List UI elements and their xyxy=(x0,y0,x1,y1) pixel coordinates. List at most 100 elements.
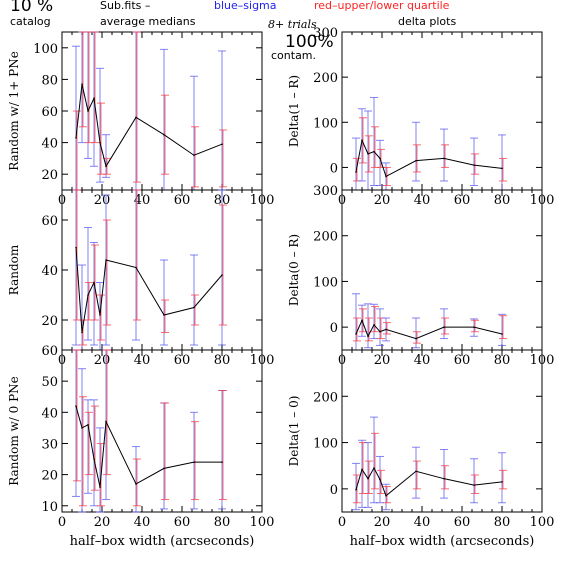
y-tick-label: 100 xyxy=(313,116,338,131)
median-point xyxy=(473,164,475,166)
y-tick-label: 0 xyxy=(330,161,338,176)
header-percent-right: 100% xyxy=(285,32,334,52)
median-point xyxy=(443,477,445,480)
y-tick-label: 40 xyxy=(41,264,58,279)
y-tick-label: 300 xyxy=(313,26,338,41)
y-axis-label: Delta(1 – 0) xyxy=(287,396,301,467)
median-point xyxy=(99,314,101,316)
median-point xyxy=(135,483,137,485)
x-tick-label: 40 xyxy=(414,353,431,368)
median-point xyxy=(87,110,89,112)
x-tick-label: 100 xyxy=(250,515,275,530)
y-tick-label: 20 xyxy=(41,314,58,329)
median-point xyxy=(415,337,417,340)
median-point xyxy=(75,246,77,249)
y-tick-label: 80 xyxy=(41,73,58,88)
median-point xyxy=(87,423,89,426)
x-tick-label: 0 xyxy=(338,515,346,530)
median-point xyxy=(81,83,83,85)
y-tick-label: 60 xyxy=(41,344,58,359)
header-trials: 8+ trials xyxy=(268,18,317,31)
median-line xyxy=(355,466,503,497)
median-point xyxy=(473,326,475,328)
y-tick-label: 100 xyxy=(33,42,58,57)
header-red-quartile: red–upper/lower quartile xyxy=(314,0,450,12)
y-tick-label: 10 xyxy=(41,500,58,515)
median-point xyxy=(415,159,417,162)
median-point xyxy=(443,157,445,160)
median-point xyxy=(361,468,363,471)
y-tick-label: 0 xyxy=(330,483,338,498)
x-tick-label: 80 xyxy=(214,353,231,368)
x-tick-label: 80 xyxy=(214,515,231,530)
x-tick-label: 60 xyxy=(454,515,471,530)
x-tick-label: 60 xyxy=(454,193,471,208)
y-tick-label: 200 xyxy=(313,230,338,245)
median-point xyxy=(81,331,83,334)
median-point xyxy=(355,488,357,491)
median-point xyxy=(193,306,195,309)
x-tick-label: 20 xyxy=(94,515,111,530)
median-point xyxy=(105,259,107,261)
header-subfits: Sub.fits – xyxy=(100,0,151,12)
y-tick-label: 100 xyxy=(313,275,338,290)
y-tick-label: 60 xyxy=(41,105,58,120)
median-point xyxy=(193,461,195,463)
median-point xyxy=(99,141,101,144)
header-catalog: catalog xyxy=(10,15,51,28)
median-point xyxy=(443,326,445,328)
median-point xyxy=(361,319,363,322)
median-point xyxy=(105,165,107,168)
y-tick-label: 300 xyxy=(313,184,338,199)
y-tick-label: 0 xyxy=(330,321,338,336)
median-point xyxy=(379,330,381,333)
median-point xyxy=(105,420,107,423)
median-point xyxy=(163,467,165,470)
x-tick-label: 100 xyxy=(530,515,555,530)
x-tick-label: 60 xyxy=(174,353,191,368)
y-tick-label: 60 xyxy=(41,214,58,229)
x-tick-label: 20 xyxy=(374,353,391,368)
median-point xyxy=(99,486,101,488)
y-tick-label: 30 xyxy=(41,437,58,452)
median-point xyxy=(367,153,369,155)
median-point xyxy=(385,495,387,497)
median-point xyxy=(193,154,195,157)
median-point xyxy=(385,175,387,178)
y-tick-label: 100 xyxy=(313,437,338,452)
x-tick-label: 40 xyxy=(134,193,151,208)
x-tick-label: 20 xyxy=(374,193,391,208)
median-point xyxy=(93,97,95,100)
median-line xyxy=(75,84,223,168)
y-tick-label: 50 xyxy=(41,375,58,390)
median-point xyxy=(75,405,77,407)
median-point xyxy=(87,294,89,296)
y-tick-label: 200 xyxy=(313,71,338,86)
median-point xyxy=(379,478,381,481)
x-tick-label: 40 xyxy=(134,353,151,368)
x-tick-label: 20 xyxy=(374,515,391,530)
median-point xyxy=(373,324,375,326)
median-point xyxy=(135,116,137,119)
median-point xyxy=(501,481,503,483)
median-point xyxy=(379,157,381,160)
x-tick-label: 80 xyxy=(494,193,511,208)
median-point xyxy=(355,171,357,173)
y-tick-label: 200 xyxy=(313,390,338,405)
x-tick-label: 80 xyxy=(494,515,511,530)
plot-frame xyxy=(61,349,263,513)
header-percent-left: 10 % xyxy=(10,0,54,16)
header-average-medians: average medians xyxy=(100,15,196,28)
header-delta-plots: delta plots xyxy=(398,15,457,28)
median-point xyxy=(373,150,375,153)
median-point xyxy=(93,281,95,284)
header-blue-sigma: blue–sigma xyxy=(214,0,277,12)
median-line xyxy=(75,405,222,488)
median-point xyxy=(93,458,95,460)
median-point xyxy=(361,139,363,142)
median-point xyxy=(473,484,475,486)
